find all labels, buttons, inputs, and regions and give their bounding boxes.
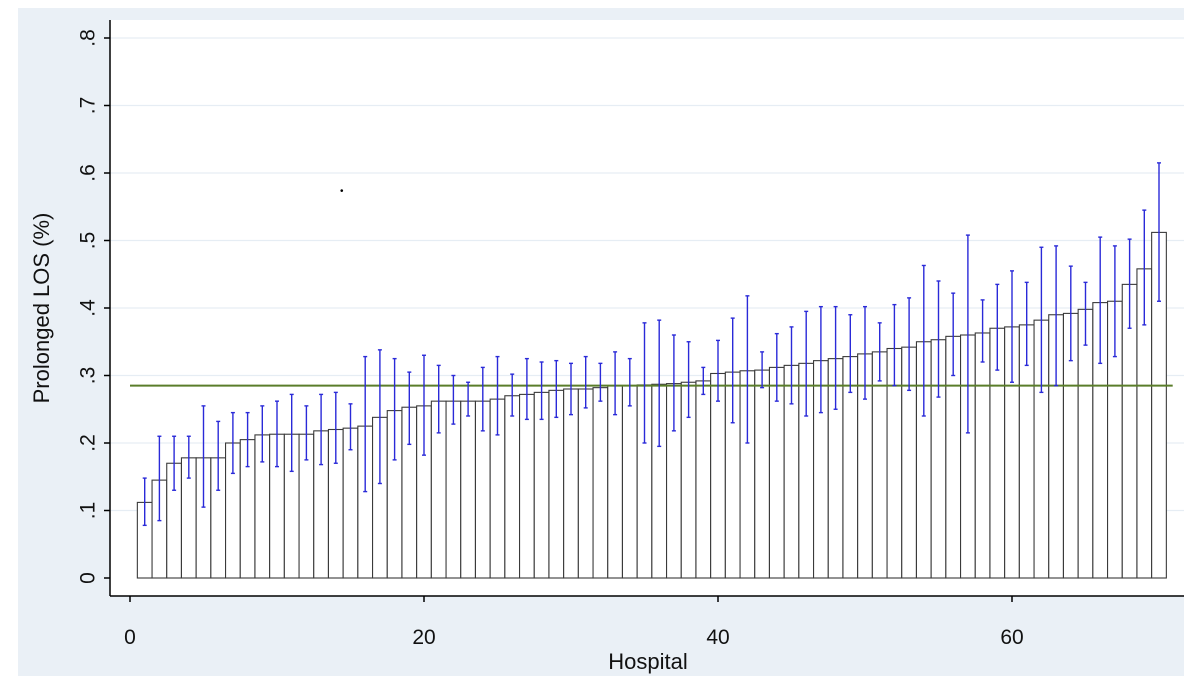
y-tick-label-7: .7 <box>77 97 100 115</box>
bar-hospital-32 <box>592 387 609 579</box>
bar-hospital-65 <box>1077 308 1094 579</box>
y-tick-label-5: .5 <box>77 232 100 250</box>
x-axis-title: Hospital <box>608 649 687 674</box>
bar-hospital-28 <box>533 391 550 579</box>
bar-hospital-39 <box>695 380 712 579</box>
bars <box>136 231 1167 579</box>
bar-hospital-43 <box>754 369 770 579</box>
y-tick-label-2: .2 <box>77 434 100 452</box>
bar-hospital-58 <box>974 332 991 579</box>
y-tick-label-6: .6 <box>77 164 100 182</box>
bar-hospital-27 <box>518 393 535 579</box>
x-tick-label-1: 20 <box>412 626 435 649</box>
y-axis-title: Prolonged LOS (%) <box>29 213 54 404</box>
bar-hospital-30 <box>563 388 579 579</box>
y-tick-label-8: .8 <box>77 29 100 47</box>
bar-hospital-31 <box>577 388 594 579</box>
bar-hospital-22 <box>445 400 462 579</box>
bar-hospital-15 <box>342 427 359 579</box>
y-tick-label-3: .3 <box>77 367 100 385</box>
ticks: 0 .1 .2 .3 .4 .5 .6 .7 .8 0 20 40 60 <box>77 29 1024 649</box>
y-tick-label-1: .1 <box>77 502 100 520</box>
bar-hospital-29 <box>548 389 565 579</box>
x-tick-label-0: 0 <box>124 626 136 649</box>
x-tick-label-2: 40 <box>706 626 729 649</box>
bar-hospital-23 <box>460 400 476 579</box>
bar-hospital-40 <box>710 372 726 579</box>
y-tick-label-0: 0 <box>77 572 100 584</box>
error-bars <box>142 162 1161 527</box>
bar-hospital-34 <box>621 385 638 579</box>
bar-hospital-26 <box>504 395 521 579</box>
stray-marker-glyph: • <box>340 186 344 197</box>
x-tick-label-3: 60 <box>1000 626 1023 649</box>
y-tick-label-4: .4 <box>77 299 100 317</box>
